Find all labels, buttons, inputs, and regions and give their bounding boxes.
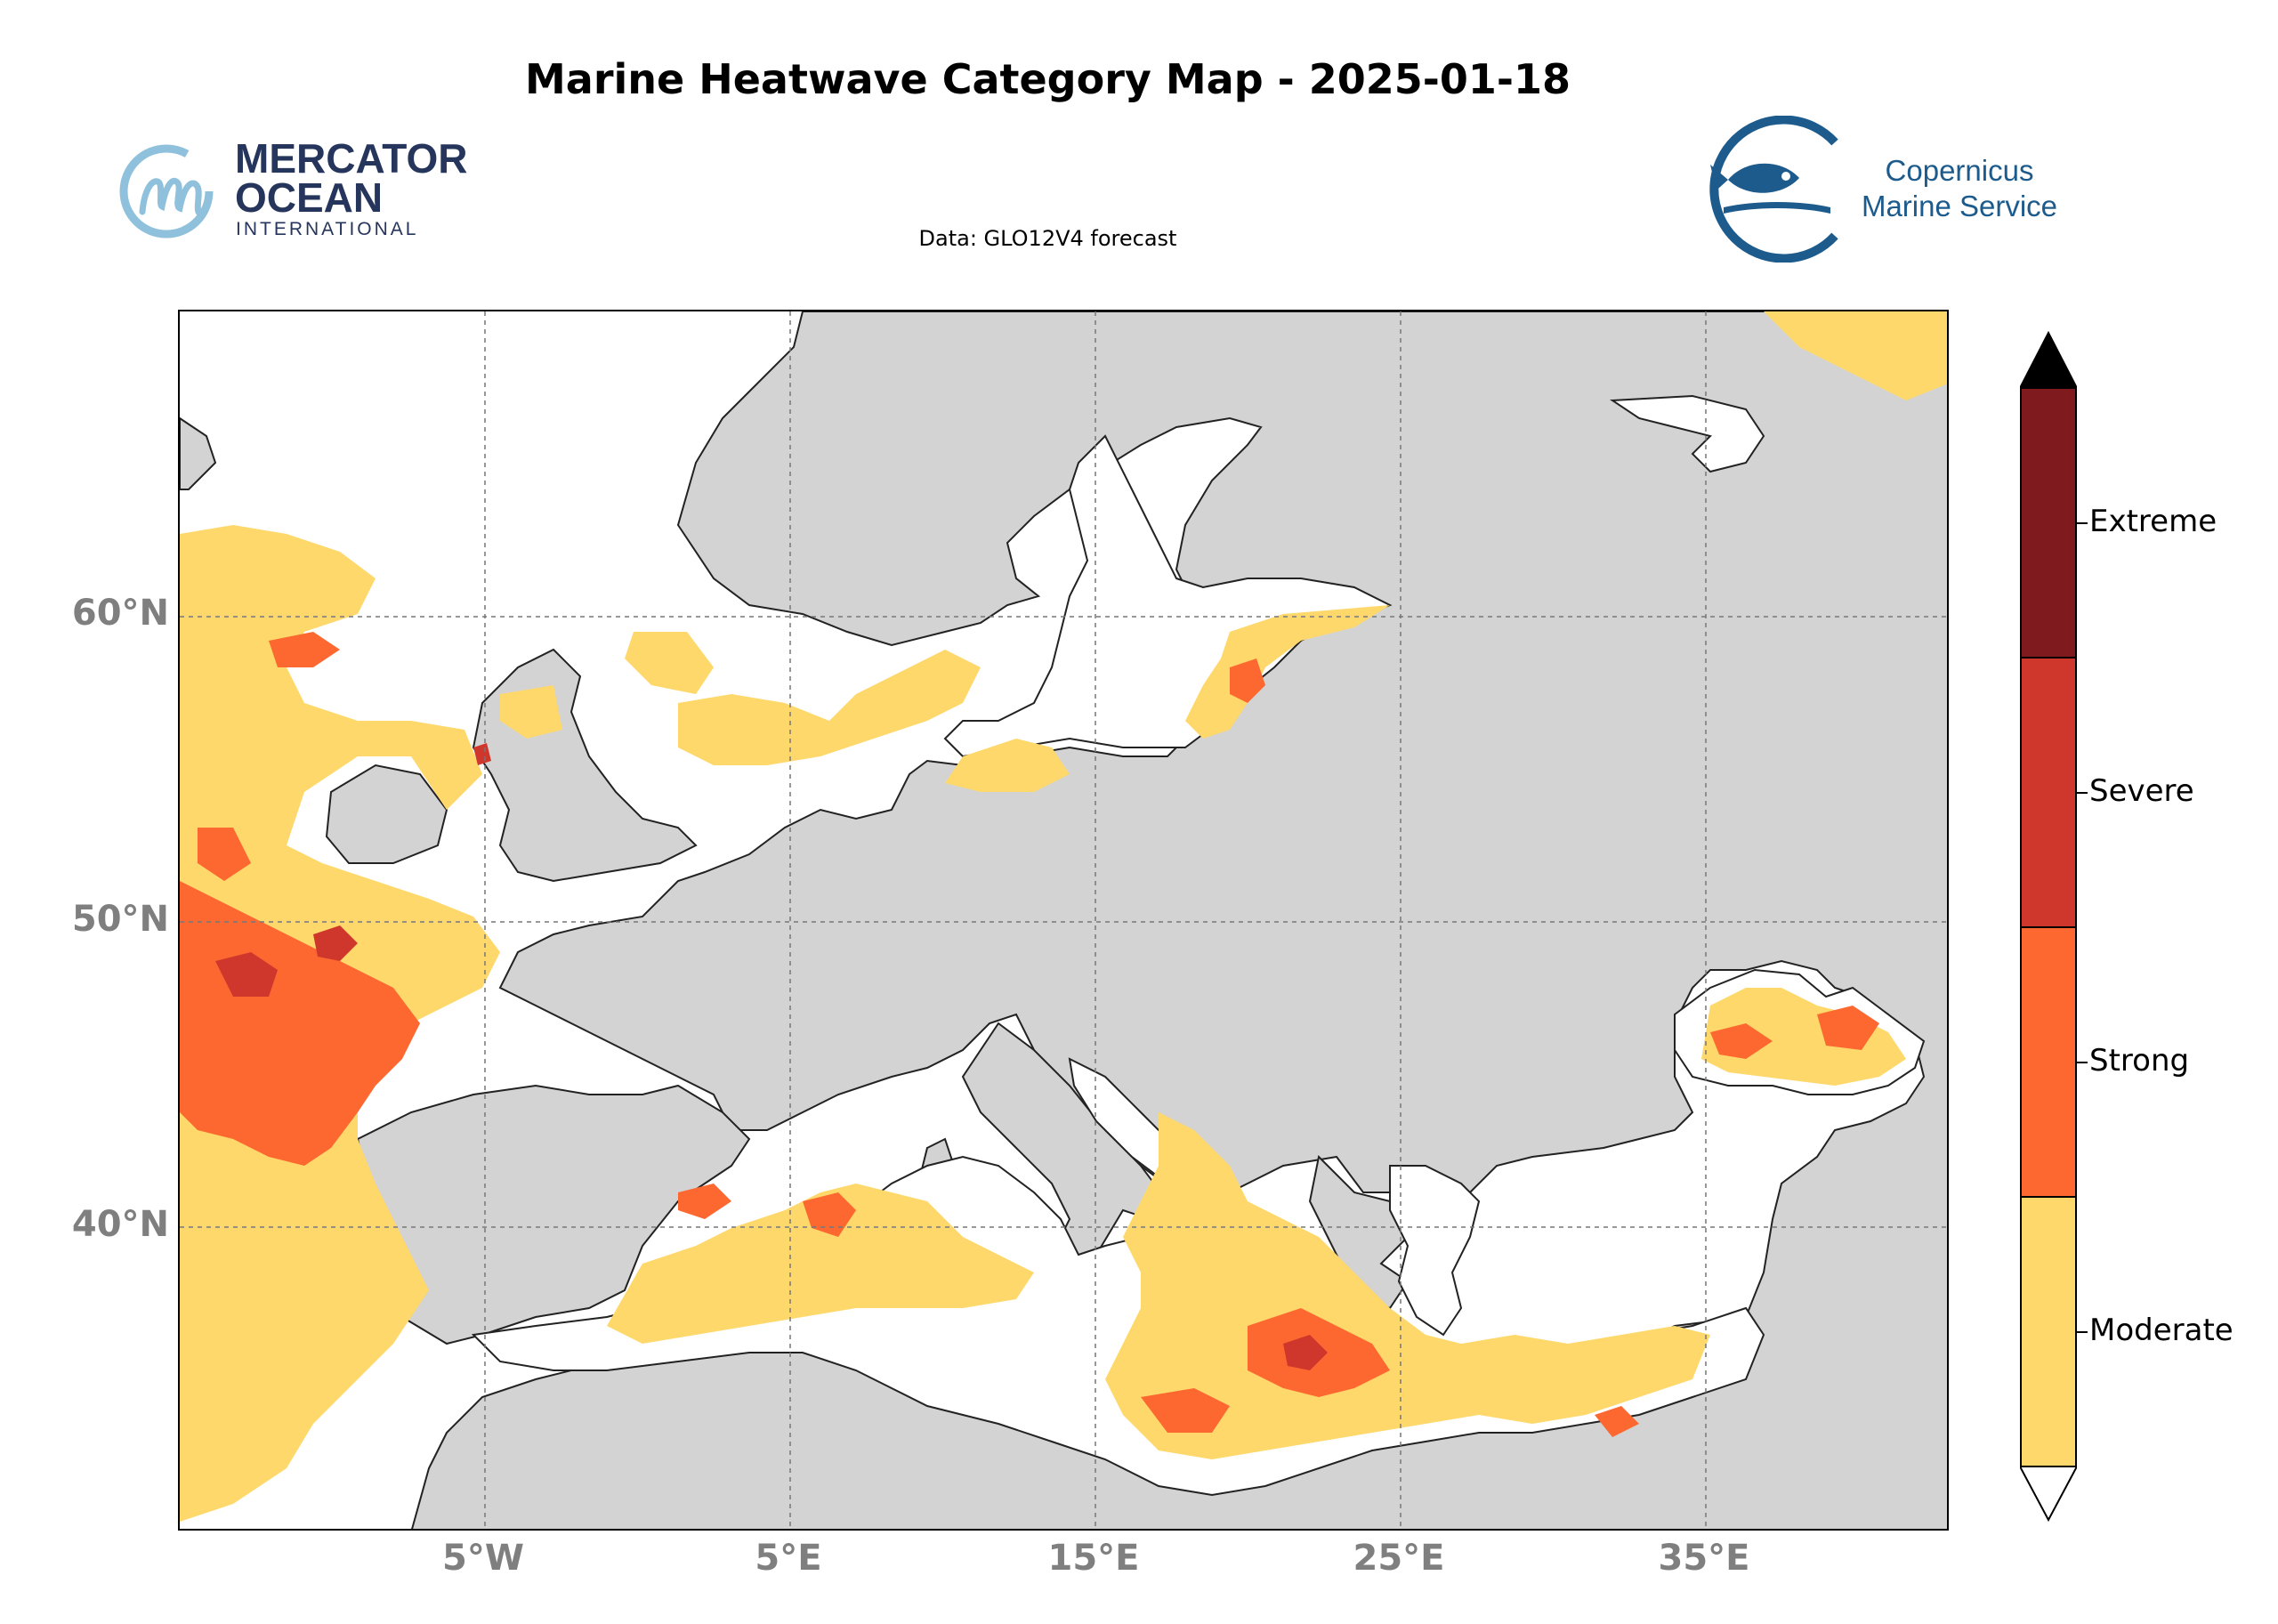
colorbar-severe-band	[2020, 657, 2077, 928]
land-greece	[1308, 1154, 1410, 1310]
sea-aegean	[1389, 1165, 1481, 1337]
logo-line-mercator: MERCATOR	[235, 135, 468, 182]
lon-label-15e: 15°E	[1047, 1538, 1140, 1579]
logo-line-marine-service: Marine Service	[1861, 190, 2058, 222]
lat-label-60n: 60°N	[71, 593, 169, 634]
colorbar-tick-moderate	[2077, 1331, 2088, 1333]
legend-label-severe: Severe	[2089, 773, 2194, 809]
sea-baltic	[943, 434, 1393, 758]
map-canvas	[180, 311, 1947, 1529]
lon-label-25e: 25°E	[1353, 1538, 1445, 1579]
land-ireland	[325, 764, 448, 864]
logo-line-copernicus: Copernicus	[1885, 154, 2034, 187]
sea-white-sea	[1609, 394, 1765, 473]
logo-line-ocean: OCEAN	[235, 174, 384, 221]
mercator-m-icon	[119, 144, 214, 238]
colorbar-tick-severe	[2077, 792, 2088, 794]
lat-label-50n: 50°N	[71, 899, 169, 940]
mercator-ocean-logo: MERCATOR OCEAN INTERNATIONAL	[117, 133, 473, 249]
data-source-subtitle: Data: GLO12V4 forecast	[918, 226, 1177, 251]
severe-category-layer	[215, 743, 1328, 1370]
colorbar-extend-min	[2020, 1466, 2077, 1522]
colorbar-extend-max	[2020, 330, 2077, 389]
lon-label-5w: 5°W	[442, 1538, 524, 1579]
colorbar-tick-strong	[2077, 1062, 2088, 1063]
lon-label-35e: 35°E	[1658, 1538, 1750, 1579]
lat-label-40n: 40°N	[71, 1204, 169, 1245]
heatwave-map[interactable]	[178, 310, 1949, 1531]
graticule	[180, 311, 1947, 1529]
legend-label-strong: Strong	[2089, 1043, 2190, 1079]
legend-label-moderate: Moderate	[2089, 1313, 2234, 1348]
legend-label-extreme: Extreme	[2089, 504, 2217, 539]
category-colorbar	[2020, 330, 2077, 1522]
map-title: Marine Heatwave Category Map - 2025-01-1…	[525, 55, 1571, 103]
copernicus-fish-icon	[1709, 116, 1838, 263]
copernicus-marine-logo: Copernicus Marine Service	[1701, 116, 2075, 263]
logo-line-international: INTERNATIONAL	[236, 219, 419, 239]
colorbar-extreme-band	[2020, 387, 2077, 658]
colorbar-moderate-band	[2020, 1196, 2077, 1467]
lon-label-5e: 5°E	[755, 1538, 822, 1579]
land-iceland-edge	[180, 416, 217, 490]
colorbar-strong-band	[2020, 926, 2077, 1198]
colorbar-tick-extreme	[2077, 522, 2088, 524]
